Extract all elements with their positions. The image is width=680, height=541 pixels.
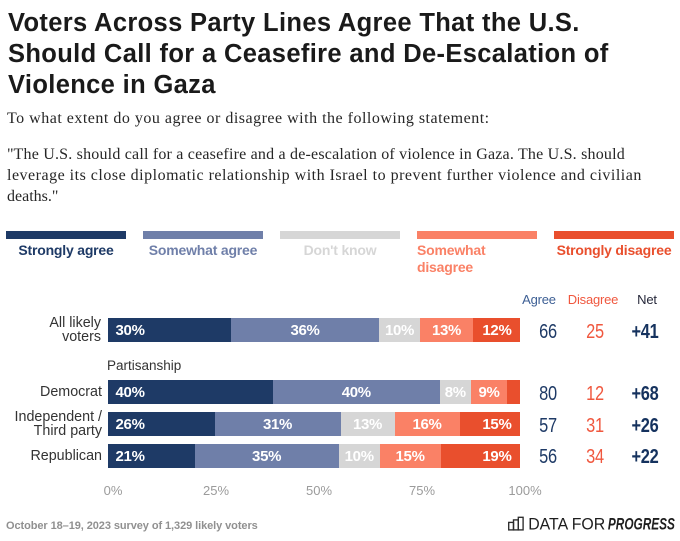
svg-text:PROGRESS: PROGRESS <box>608 514 675 533</box>
svg-text:DATA FOR: DATA FOR <box>528 514 605 533</box>
